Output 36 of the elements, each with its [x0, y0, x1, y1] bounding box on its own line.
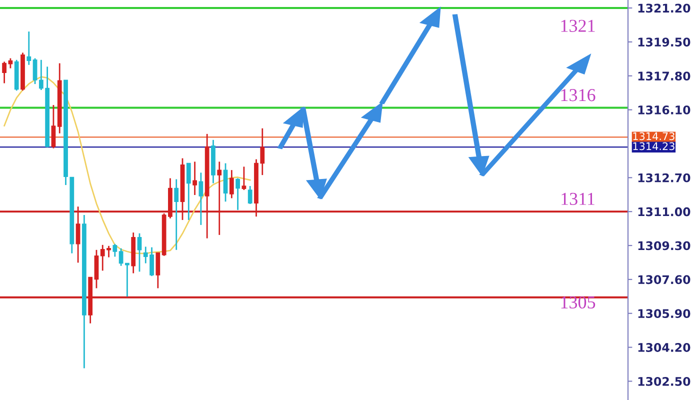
y-tick-label: 1307.60 [638, 275, 690, 284]
candlestick [32, 58, 38, 85]
ref-line-label: 1311 [562, 192, 594, 205]
candlestick [223, 162, 228, 202]
candlestick [192, 160, 197, 196]
ref-line-label: 1314.73 [633, 132, 674, 140]
y-tick-label: 1302.50 [638, 376, 690, 386]
candlestick [156, 252, 160, 289]
y-tick-label: 1319.50 [638, 38, 690, 47]
candlestick [2, 60, 6, 84]
y-tick-label: 1309.30 [638, 241, 690, 250]
candlestick [112, 243, 118, 258]
candlestick [51, 104, 56, 149]
candlestick [118, 248, 124, 267]
ref-line-label: 1314.23 [633, 142, 674, 150]
candlestick [186, 162, 191, 221]
candlestick [174, 178, 179, 251]
ref-line-label: 1321 [561, 20, 595, 32]
annotation: 1305 [561, 296, 596, 309]
y-tick-label: 1311.00 [638, 207, 690, 216]
candlestick [248, 185, 252, 205]
candlestick [137, 232, 142, 272]
y-tick-label: 1305.90 [638, 309, 690, 318]
y-tick-label: 1312.70 [638, 173, 690, 182]
candlestick [236, 178, 240, 211]
y-tick-label: 1321.20 [638, 4, 690, 13]
candlestick [229, 169, 234, 199]
y-tick-label: 1304.20 [638, 343, 690, 352]
y-tick-label: 1317.80 [638, 72, 690, 80]
candlestick [242, 166, 246, 191]
candlestick [125, 262, 130, 298]
y-tick-label: 1316.10 [638, 106, 690, 114]
candlestick [198, 172, 204, 226]
candlestick [94, 249, 99, 289]
ref-line-label: 1316 [561, 89, 596, 102]
candlestick [26, 30, 32, 66]
